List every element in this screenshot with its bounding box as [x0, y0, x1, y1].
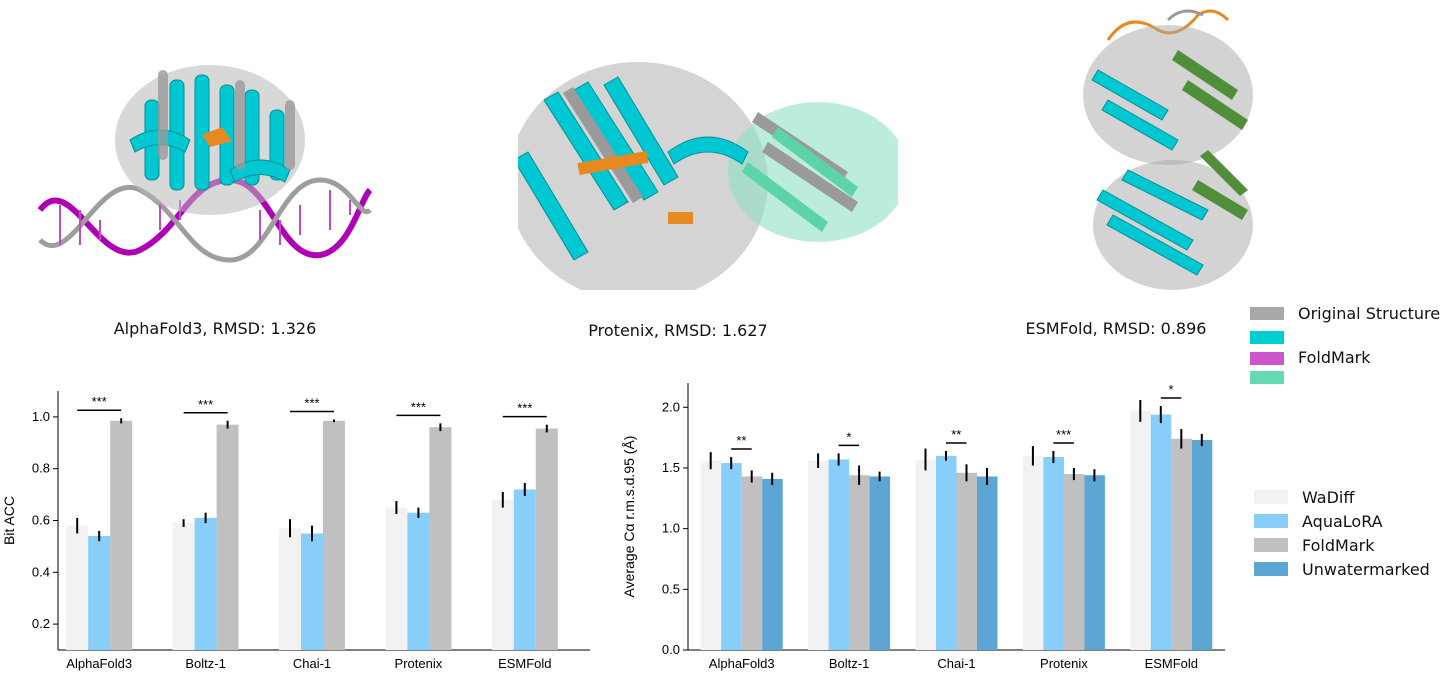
bar — [1171, 438, 1192, 650]
bar — [279, 528, 301, 650]
legend-swatch-wadiff — [1254, 490, 1288, 504]
legend-label-foldmark: FoldMark — [1298, 348, 1371, 367]
y-tick-label: 2.0 — [662, 399, 680, 414]
bar — [535, 428, 558, 650]
bar — [828, 459, 850, 650]
significance-label: * — [846, 429, 851, 444]
bar — [172, 523, 195, 650]
x-tick-label: Chai-1 — [293, 656, 331, 671]
legend-swatch-foldmark — [1254, 538, 1288, 552]
bar — [1130, 410, 1151, 650]
bar — [1084, 475, 1105, 650]
significance-label: *** — [517, 401, 532, 416]
significance-label: *** — [304, 395, 319, 410]
bar — [301, 533, 323, 650]
protenix-structure-image — [518, 32, 898, 290]
x-tick-label: AlphaFold3 — [709, 656, 775, 671]
legend-swatch-aqualora — [1254, 514, 1288, 528]
bar — [323, 420, 345, 650]
legend-label-original: Original Structure — [1298, 304, 1441, 323]
bar — [491, 499, 514, 650]
y-tick-label: 0.6 — [32, 513, 50, 528]
esmfold-structure-image — [1068, 0, 1268, 298]
y-tick-label: 0.0 — [662, 642, 680, 657]
bar — [915, 459, 936, 650]
alphafold3-caption: AlphaFold3, RMSD: 1.326 — [113, 319, 317, 338]
bar — [869, 476, 891, 650]
x-tick-label: Boltz-1 — [185, 656, 225, 671]
significance-label: *** — [1056, 427, 1071, 442]
significance-label: ** — [736, 433, 746, 448]
bar — [1191, 440, 1213, 650]
bar — [110, 420, 133, 650]
x-tick-label: Protenix — [395, 656, 443, 671]
bar — [762, 478, 783, 650]
bar — [88, 536, 111, 650]
bar — [216, 424, 239, 650]
y-axis-label: Average Cα r.m.s.d.95 (Å) — [621, 436, 637, 598]
y-tick-label: 1.5 — [662, 460, 680, 475]
bar — [849, 475, 870, 650]
bar — [1022, 455, 1044, 650]
legend-label-aqualora: AquaLoRA — [1302, 512, 1383, 531]
legend-swatch-gray — [1250, 307, 1284, 320]
x-tick-label: Protenix — [1040, 656, 1088, 671]
y-tick-label: 0.4 — [32, 564, 50, 579]
legend-label-foldmark-bar: FoldMark — [1302, 536, 1375, 555]
esmfold-caption: ESMFold, RMSD: 0.896 — [1025, 319, 1207, 338]
alphafold3-structure-image — [30, 40, 380, 280]
x-tick-label: ESMFold — [498, 656, 551, 671]
legend-swatch-unwatermarked — [1254, 562, 1288, 576]
y-tick-label: 0.8 — [32, 461, 50, 476]
bar — [513, 489, 536, 650]
x-tick-label: AlphaFold3 — [66, 656, 132, 671]
bar — [385, 507, 408, 650]
y-tick-label: 1.0 — [662, 521, 680, 536]
legend-label-wadiff: WaDiff — [1302, 488, 1355, 507]
x-tick-label: Chai-1 — [937, 656, 975, 671]
legend-swatch-mint — [1250, 371, 1284, 384]
significance-label: * — [1169, 382, 1174, 397]
bar — [1043, 457, 1064, 650]
bar — [700, 460, 722, 650]
bar — [429, 427, 452, 650]
significance-label: ** — [951, 427, 961, 442]
protenix-caption: Protenix, RMSD: 1.627 — [588, 321, 768, 340]
x-tick-label: Boltz-1 — [829, 656, 869, 671]
legend-swatch-cyan — [1250, 331, 1284, 344]
bar — [977, 476, 998, 650]
significance-label: *** — [92, 394, 107, 409]
bar — [1063, 474, 1085, 650]
bar — [66, 525, 89, 650]
significance-label: *** — [411, 399, 426, 414]
y-tick-label: 0.5 — [662, 581, 680, 596]
bar — [956, 472, 977, 650]
bar — [808, 460, 829, 650]
rmsd-chart: 0.0 0.5 1.0 1.5 2.0 Average Cα r.m.s.d.95 (Å)… — [621, 382, 1225, 671]
y-tick-label: 1.0 — [32, 409, 50, 424]
significance-label: *** — [198, 397, 213, 412]
bit-acc-chart: 0.2 0.4 0.6 0.8 1.0 Bit ACC *** AlphaFold3 *** Bo… — [1, 391, 590, 671]
y-axis-label: Bit ACC — [1, 496, 17, 545]
bar — [194, 517, 217, 650]
bar — [407, 512, 430, 650]
bar — [741, 476, 763, 650]
y-tick-label: 0.2 — [32, 616, 50, 631]
bar — [721, 463, 742, 650]
bar — [1150, 414, 1172, 650]
legend-label-unwatermarked: Unwatermarked — [1302, 560, 1430, 579]
bar — [936, 455, 957, 650]
legend-swatch-magenta — [1250, 352, 1284, 365]
x-tick-label: ESMFold — [1145, 656, 1198, 671]
